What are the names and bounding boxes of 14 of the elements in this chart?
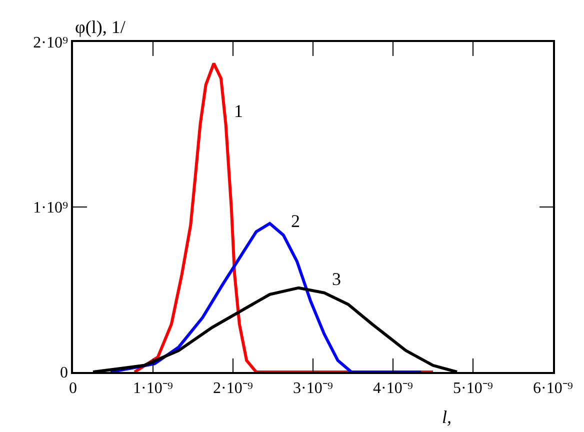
y-tick-label: 2·10⁹ — [33, 34, 68, 52]
x-tick-label: 6·10⁻⁹ — [533, 380, 574, 397]
series-label: 3 — [332, 269, 341, 289]
x-tick-label: 3·10⁻⁹ — [293, 380, 334, 397]
x-tick-label: 5·10⁻⁹ — [453, 380, 494, 397]
series-label: 1 — [234, 101, 243, 121]
x-axis-title: l, — [442, 407, 452, 427]
y-axis-title: φ(l), 1/ — [75, 17, 126, 37]
x-tick-label: 4·10⁻⁹ — [373, 380, 414, 397]
series-label: 2 — [291, 211, 300, 231]
x-tick-label: 2·10⁻⁹ — [213, 380, 254, 397]
y-tick-label: 1·10⁹ — [33, 200, 68, 217]
y-tick-label: 0 — [60, 364, 68, 382]
x-tick-label: 1·10⁻⁹ — [133, 380, 174, 397]
